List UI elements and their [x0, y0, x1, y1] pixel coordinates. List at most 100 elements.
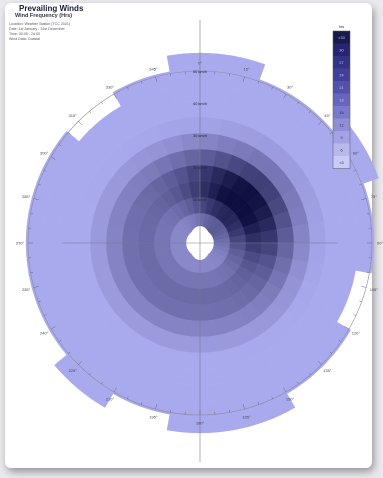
direction-label: 285°: [22, 194, 31, 199]
scale-tick: [155, 76, 158, 82]
sector-cell: [199, 382, 228, 402]
scale-tick: [308, 372, 311, 375]
legend-value: 18: [339, 98, 343, 102]
direction-label: 60°: [353, 151, 359, 156]
legend-value: <3: [339, 161, 343, 165]
sector-cell: [89, 223, 108, 244]
sector-cell: [199, 351, 223, 370]
scale-tick: [317, 121, 322, 126]
legend-swatch: [333, 118, 350, 131]
scale-tick: [242, 404, 245, 410]
direction-label: 225°: [69, 368, 78, 373]
scale-tick: [283, 93, 287, 99]
legend-swatch: [333, 106, 350, 119]
speed-ring-labels: 10 km/h 20 km/h 30 km/h 40 km/h 50 km/h: [193, 69, 207, 202]
direction-label: 240°: [40, 331, 49, 336]
sector-cell: [323, 218, 343, 244]
scale-tick: [317, 360, 322, 365]
direction-label: 165°: [242, 414, 251, 419]
scale-tick: [44, 314, 47, 316]
scale-tick: [297, 381, 299, 385]
chart-title: Prevailing Winds: [19, 4, 84, 13]
scale-tick: [338, 340, 342, 342]
legend-title: hrs: [339, 24, 345, 29]
legend-swatch: [333, 131, 350, 144]
legend-swatch: [333, 81, 350, 94]
scale-tick: [38, 183, 41, 186]
scale-tick: [68, 351, 71, 354]
scale-tick: [361, 285, 367, 288]
legend-swatch: [333, 68, 350, 81]
wind-rose-sectors: [25, 52, 379, 434]
sector-cell: [199, 366, 225, 386]
direction-label: 45°: [324, 113, 330, 118]
legend-swatch: [333, 56, 350, 69]
scale-tick: [329, 351, 332, 354]
sector-cell: [323, 242, 343, 268]
direction-label: 120°: [352, 331, 361, 336]
sector-cell: [166, 414, 201, 434]
scale-tick: [308, 111, 311, 114]
sector-cell: [89, 242, 108, 263]
sector-cell: [54, 354, 89, 389]
scale-tick: [271, 396, 273, 399]
speed-ring-label: 30 km/h: [193, 133, 207, 138]
legend-value: 12: [339, 123, 343, 127]
scale-tick: [361, 198, 367, 201]
sector-cell: [292, 242, 311, 263]
legend-swatch: [333, 93, 350, 106]
sector-cell: [105, 242, 124, 260]
scale-tick: [257, 81, 260, 84]
scale-tick: [50, 326, 56, 330]
direction-label: 345°: [149, 67, 158, 72]
sector-cell: [308, 220, 327, 244]
legend-swatch: [333, 31, 350, 44]
sector-cell: [41, 242, 61, 271]
scale-tick: [78, 121, 83, 126]
scale-tick: [38, 300, 41, 303]
legend-value: >33: [338, 36, 344, 40]
direction-label: 75°: [371, 194, 377, 199]
direction-label: 135°: [323, 368, 332, 373]
direction-label: 270°: [16, 241, 25, 246]
sector-cell: [57, 242, 77, 268]
sector-cell: [172, 382, 201, 402]
sector-cell: [57, 218, 77, 244]
scale-tick: [101, 381, 103, 385]
scale-tick: [113, 93, 117, 99]
sector-cell: [49, 130, 80, 165]
sector-cell: [292, 223, 311, 244]
scale-tick: [283, 387, 287, 393]
legend-value: 15: [339, 111, 343, 115]
scale-tick: [271, 87, 273, 90]
sector-cell: [73, 220, 92, 244]
scale-tick: [344, 326, 350, 330]
scale-tick: [140, 81, 143, 84]
scale-tick: [58, 144, 62, 146]
sector-cell: [355, 242, 375, 274]
scale-tick: [68, 132, 71, 135]
sector-cell: [199, 319, 217, 338]
speed-ring-label: 50 km/h: [193, 69, 207, 74]
scale-tick: [359, 300, 362, 303]
direction-label: 105°: [370, 287, 379, 292]
scale-tick: [89, 372, 92, 375]
meta-wind-data: Wind Data: Coastal: [9, 37, 40, 41]
sector-cell: [199, 414, 234, 434]
chart-subtitle: Wind Frequency (Hrs): [15, 13, 73, 19]
legend-value: 27: [339, 61, 343, 65]
direction-label: 15°: [244, 67, 250, 72]
direction-label: 300°: [40, 151, 49, 156]
scale-tick: [353, 170, 356, 172]
scale-tick: [44, 170, 47, 172]
sector-cell: [175, 366, 201, 386]
scale-tick: [127, 396, 129, 399]
legend-swatch: [333, 43, 350, 56]
sector-cell: [177, 351, 201, 370]
scale-tick: [297, 101, 299, 105]
scale-tick: [58, 340, 62, 342]
scale-tick: [78, 360, 83, 365]
scale-tick: [89, 111, 92, 114]
scale-tick: [33, 285, 39, 288]
